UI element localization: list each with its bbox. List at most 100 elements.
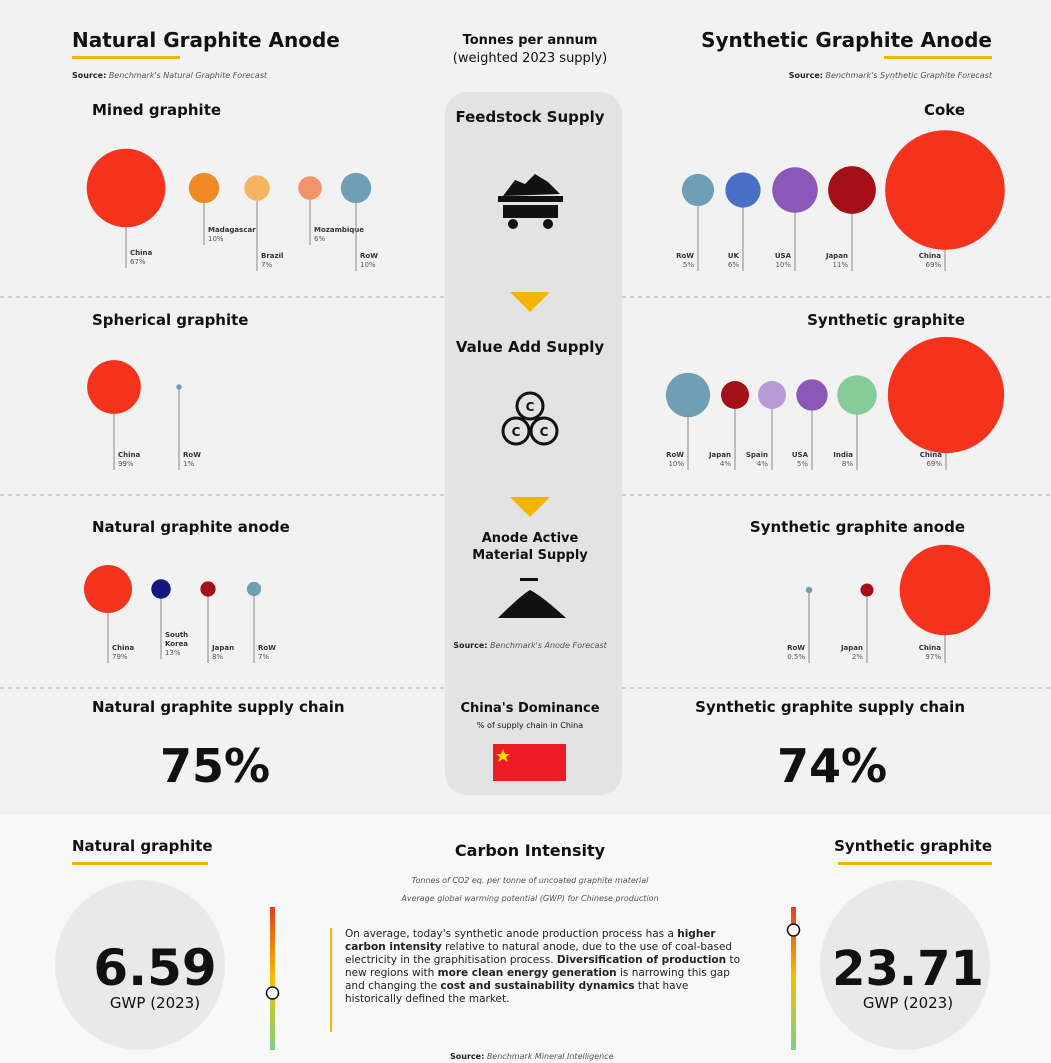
supply-chain-value: 74%	[777, 739, 887, 793]
bubble	[681, 173, 715, 207]
underline	[838, 862, 992, 865]
paragraph-segment: cost and sustainability dynamics	[440, 980, 635, 992]
gauge-marker	[265, 986, 280, 1000]
carbon-title: Carbon Intensity	[455, 841, 606, 860]
left-title: Natural Graphite Anode	[72, 28, 340, 52]
source-text: Benchmark's Synthetic Graphite Forecast	[826, 71, 993, 80]
bubble-value: 99%	[118, 460, 134, 468]
bubble-label: Spain	[746, 451, 768, 459]
stage: Value Add Supply	[456, 338, 605, 356]
bubble-label: UK	[728, 252, 740, 260]
bubble-label: Japan	[211, 644, 234, 652]
bubble-label: China	[920, 451, 943, 459]
bubble-value: 5%	[797, 460, 808, 468]
panel-title: Spherical graphite	[92, 311, 248, 329]
bubble	[721, 381, 749, 409]
stage: Anode Active Material Supply	[472, 531, 588, 563]
bubble-value: 97%	[925, 653, 941, 661]
label-line: Korea	[165, 640, 188, 648]
panel-title: Coke	[924, 101, 965, 119]
bubble-value: 8%	[842, 460, 853, 468]
bubble	[885, 130, 1005, 250]
panel-title: Synthetic graphite anode	[750, 518, 965, 536]
bubble-label: RoW	[787, 644, 805, 652]
carbon-source: Source: Benchmark Mineral Intelligence	[450, 1052, 614, 1061]
gwp-unit: GWP (2023)	[863, 994, 953, 1012]
arrow	[510, 292, 550, 312]
globe	[820, 880, 990, 1050]
bubble-label: Japan	[708, 451, 731, 459]
center-title: Tonnes per annum	[463, 33, 598, 48]
paragraph-segment: that have historically defined the marke…	[345, 980, 689, 1005]
right-source: Source: Benchmark's Synthetic Graphite F…	[789, 71, 993, 80]
carbon-subtitle: Average global warming potential (GWP) f…	[400, 894, 658, 903]
source-label: Source:	[450, 1052, 484, 1061]
bubble	[87, 360, 141, 414]
quote-bar	[330, 928, 332, 1032]
bubble-value: 1%	[183, 460, 194, 468]
bubble-value: 13%	[165, 649, 181, 657]
panel-title: Mined graphite	[92, 101, 221, 119]
bubble-label: RoW	[258, 644, 276, 652]
bubble-label: Japan	[825, 252, 848, 260]
bubble-value: 11%	[832, 261, 848, 269]
bubble-label: Japan	[840, 644, 863, 652]
bubble	[758, 381, 786, 409]
svg-text:C: C	[526, 400, 535, 414]
bubble-label: China	[919, 644, 942, 652]
china-flag	[493, 744, 566, 781]
left-source: Source: Benchmark's Natural Graphite For…	[72, 71, 268, 80]
supply-chain-value: 75%	[160, 739, 270, 793]
bubble-value: 6%	[728, 261, 739, 269]
paragraph-segment: Diversification of production	[556, 954, 727, 966]
bubble-label: Brazil	[261, 252, 283, 260]
bubble-label: South Korea	[165, 631, 188, 648]
bubble	[188, 172, 220, 204]
paragraph-segment: is narrowing this gap and changing the	[345, 967, 730, 992]
bubble	[837, 375, 877, 415]
bubble	[200, 581, 216, 597]
bubble-value: 2%	[852, 653, 863, 661]
center-source: Source: Benchmark's Anode Forecast	[453, 641, 607, 650]
carbon-right-label: Synthetic graphite	[834, 837, 992, 855]
bubble-value: 10%	[208, 235, 224, 243]
bubble-label: RoW	[360, 252, 378, 260]
bubble-label: RoW	[666, 451, 684, 459]
bubble	[84, 565, 132, 613]
bubble-value: 69%	[926, 460, 942, 468]
bubble-value: 10%	[775, 261, 791, 269]
underline	[72, 862, 208, 865]
carbon-left-label: Natural graphite	[72, 837, 213, 855]
bubble-value: 0.5%	[787, 653, 805, 661]
bubble-label: China	[118, 451, 141, 459]
gauge	[270, 907, 275, 1050]
underline	[72, 56, 180, 59]
dividers	[0, 296, 1051, 689]
dominance-title: China's Dominance	[460, 701, 599, 716]
bubble-value: 7%	[261, 261, 272, 269]
bubble	[665, 372, 711, 418]
bubble	[796, 379, 828, 411]
gwp-unit: GWP (2023)	[110, 994, 200, 1012]
dominance-subtitle: % of supply chain in China	[477, 721, 583, 730]
carbon-subtitle: Tonnes of CO2 eq. per tonne of uncoated …	[412, 876, 650, 885]
bubble-label: USA	[792, 451, 809, 459]
bubble	[772, 167, 818, 213]
center-column	[445, 92, 622, 795]
bubble-label: Mozambique	[314, 226, 364, 234]
source-label: Source:	[72, 71, 106, 80]
bubble	[887, 336, 1005, 454]
source-text: Benchmark Mineral Intelligence	[487, 1052, 614, 1061]
gauge	[791, 907, 796, 1050]
molecule-icon: C C C	[501, 391, 559, 446]
svg-text:C: C	[512, 425, 521, 439]
globe	[55, 880, 225, 1050]
supply-chain-title: Synthetic graphite supply chain	[695, 698, 965, 716]
center-subtitle: (weighted 2023 supply)	[453, 51, 607, 66]
pile-icon	[498, 578, 566, 618]
bubble	[860, 583, 874, 597]
bubble-label: India	[833, 451, 853, 459]
paragraph-segment: relative to natural anode, due to the us…	[345, 941, 733, 966]
